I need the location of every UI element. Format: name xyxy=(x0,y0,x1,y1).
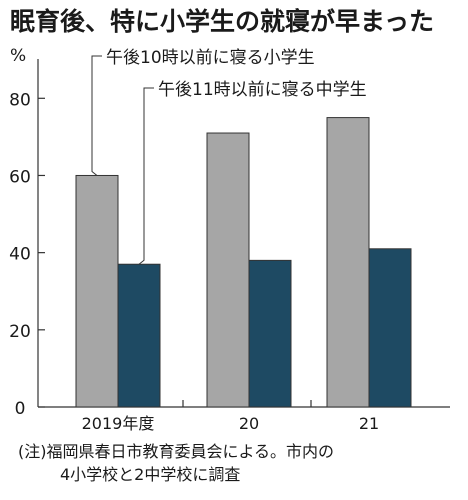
legend-leader-junior-high xyxy=(138,87,154,265)
legend-label-junior-high: 午後11時以前に寝る中学生 xyxy=(158,79,367,100)
y-tick-label: 20 xyxy=(9,322,31,342)
bar-junior-high xyxy=(117,263,161,408)
x-tick-label: 20 xyxy=(239,414,259,433)
bar-elementary xyxy=(206,132,250,408)
x-tick-label: 21 xyxy=(359,414,379,433)
y-tick-label: 0 xyxy=(15,399,26,419)
y-tick-label: 40 xyxy=(9,245,31,265)
bar-junior-high xyxy=(368,248,412,408)
legend-leader-elementary xyxy=(91,55,102,176)
bar-elementary xyxy=(326,117,370,408)
footnote-line-1: (注)福岡県春日市教育委員会による。市内の xyxy=(18,442,335,461)
y-tick-label: 60 xyxy=(9,167,31,187)
legend-label-elementary: 午後10時以前に寝る小学生 xyxy=(106,47,315,68)
x-tick-label: 2019年度 xyxy=(82,414,155,433)
y-tick-label: 80 xyxy=(9,90,31,110)
footnote-line-2: 4小学校と2中学校に調査 xyxy=(60,465,241,484)
chart-title: 眠育後、特に小学生の就寝が早まった xyxy=(10,7,435,36)
bar-junior-high xyxy=(248,259,292,408)
bar-elementary xyxy=(75,174,119,408)
footnote: (注)福岡県春日市教育委員会による。市内の 4小学校と2中学校に調査 xyxy=(18,440,334,486)
y-unit-label: % xyxy=(10,46,26,66)
bars xyxy=(75,117,412,408)
bar-chart: % 0 20 40 60 80 2019年度 20 21 午後10時以前に寝る小学生午後11時以… xyxy=(9,46,450,433)
